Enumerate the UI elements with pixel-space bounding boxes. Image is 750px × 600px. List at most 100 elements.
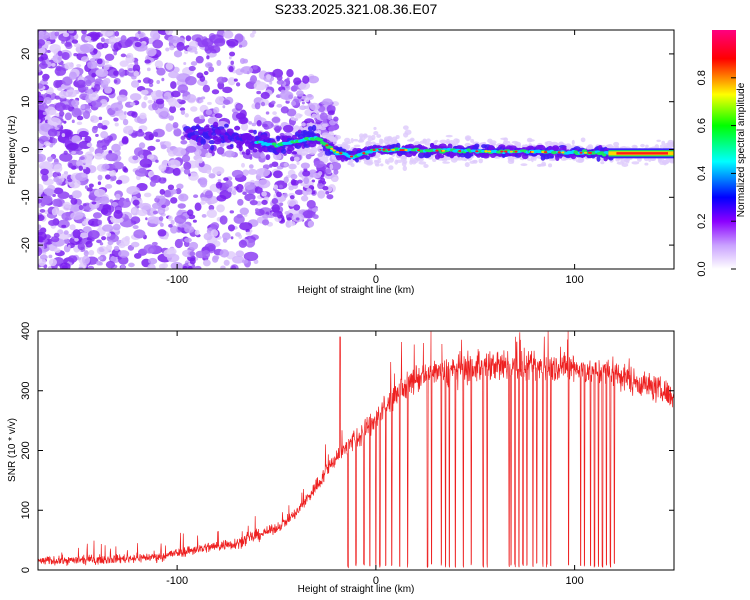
spectrogram-signal-blob [555, 146, 560, 150]
spectrogram-noise-blob [132, 225, 139, 230]
spectrogram-noise-blob [129, 101, 136, 106]
spectrogram-noise-blob [307, 75, 320, 84]
spectrogram-noise-blob [40, 125, 45, 130]
spectrogram-noise-blob [203, 70, 209, 76]
spectrogram-noise-blob [242, 191, 247, 195]
spectrogram-halo-blob [401, 161, 407, 167]
spectrogram-noise-blob [248, 164, 254, 169]
spectrogram-noise-blob [290, 173, 298, 180]
spectrogram-signal-blob [208, 140, 216, 145]
spectrogram-noise-blob [219, 249, 230, 258]
spectrogram-signal-blob [248, 129, 255, 133]
spectrogram-noise-blob [185, 145, 197, 153]
spectrogram-noise-blob [153, 131, 159, 137]
spectrogram-signal-blob [245, 148, 251, 156]
spectrogram-noise-blob [231, 265, 237, 269]
spectrogram-noise-blob [313, 160, 325, 168]
spectrogram-noise-blob [274, 125, 281, 134]
spectrogram-noise-blob [38, 161, 53, 171]
spectrogram-noise-blob [96, 246, 109, 256]
spectrogram-noise-blob [134, 130, 145, 137]
spectrogram-hotspot [332, 149, 336, 152]
spectrogram-noise-blob [132, 155, 139, 161]
spectrogram-noise-blob [305, 153, 312, 160]
spectrogram-noise-blob [59, 262, 71, 269]
spectrogram-noise-blob [155, 98, 165, 105]
spectrogram-noise-blob [65, 131, 72, 136]
spectrogram-halo-blob [511, 140, 519, 144]
spectrogram-noise-blob [192, 219, 197, 223]
spectrogram-noise-blob [67, 142, 79, 151]
spectrogram-noise-blob [253, 259, 259, 265]
spectrogram-noise-blob [65, 139, 70, 144]
spectrogram-noise-blob [101, 236, 107, 241]
spectrogram-noise-blob [48, 254, 53, 259]
spectrogram-noise-blob [96, 42, 104, 50]
spectrogram-noise-blob [242, 152, 253, 159]
spectrogram-heatmap [38, 30, 674, 269]
spectrogram-noise-blob [232, 190, 237, 196]
spectrogram-noise-blob [290, 115, 295, 121]
spectrogram-noise-blob [133, 70, 139, 77]
spectrogram-noise-blob [251, 122, 257, 127]
spectrogram-noise-blob [89, 146, 95, 153]
snr-ytick-label: 0 [20, 567, 32, 573]
spectrogram-halo-blob [548, 163, 553, 168]
spectrogram-noise-blob [156, 79, 161, 85]
spectrogram-noise-blob [319, 112, 328, 121]
spectrogram-noise-blob [219, 189, 232, 200]
snr-ytick-label: 100 [20, 501, 32, 519]
spectrogram-noise-blob [189, 257, 196, 265]
spectrogram-noise-blob [144, 59, 151, 64]
spectrogram-noise-blob [223, 259, 230, 266]
spectrogram-noise-blob [169, 105, 177, 114]
spectrogram-noise-blob [113, 209, 123, 219]
spectrogram-noise-blob [138, 167, 147, 174]
spectrogram-noise-blob [243, 251, 259, 261]
spectrogram-noise-blob [134, 41, 142, 48]
spectrogram-halo-blob [422, 139, 428, 144]
spectrogram-noise-blob [91, 99, 103, 108]
spectrogram-noise-blob [95, 68, 109, 77]
spectrogram-noise-blob [68, 30, 75, 34]
spectrogram-noise-blob [146, 154, 155, 160]
spectrogram-hotspot [484, 150, 488, 153]
spectrogram-noise-blob [294, 189, 304, 195]
spectrogram-noise-blob [57, 229, 64, 235]
spectrogram-noise-blob [248, 121, 253, 125]
spectrogram-noise-blob [215, 181, 223, 189]
spectrogram-noise-blob [91, 125, 98, 134]
spectrogram-noise-blob [212, 166, 225, 175]
spectrogram-noise-blob [280, 217, 285, 222]
spectrogram-noise-blob [139, 154, 144, 159]
spectrogram-noise-blob [208, 204, 215, 211]
spectrogram-halo-blob [423, 163, 429, 169]
spectrogram-noise-blob [180, 90, 186, 94]
spectrogram-noise-blob [210, 229, 219, 237]
spectrogram-noise-blob [67, 255, 78, 263]
spectrogram-halo-blob [645, 144, 649, 149]
spectrogram-noise-blob [200, 96, 206, 100]
spectrogram-noise-blob [105, 152, 119, 162]
spectrogram-noise-blob [104, 86, 113, 94]
spectrogram-noise-blob [163, 95, 169, 100]
spectrogram-noise-blob [158, 111, 170, 120]
spectrogram-noise-blob [214, 113, 223, 119]
spectrogram-noise-blob [82, 226, 92, 233]
spectrogram-noise-blob [74, 237, 79, 242]
spectrogram-signal-blob [280, 148, 287, 154]
spectrogram-noise-blob [110, 174, 117, 182]
spectrogram-noise-blob [240, 69, 245, 73]
spectrogram-noise-blob [266, 73, 272, 80]
spectrogram-noise-blob [146, 47, 157, 57]
spectrogram-hotspot [330, 147, 334, 150]
spectrogram-halo-blob [343, 143, 349, 149]
spectrogram-noise-blob [170, 81, 177, 89]
spectrogram-hotspot [543, 151, 548, 154]
spectrogram-noise-blob [201, 213, 207, 218]
spectrogram-noise-blob [123, 111, 127, 115]
spectrogram-halo-blob [309, 149, 316, 153]
spectrogram-noise-blob [48, 219, 57, 226]
spectrogram-noise-blob [271, 161, 279, 168]
spectrogram-noise-blob [276, 103, 283, 108]
